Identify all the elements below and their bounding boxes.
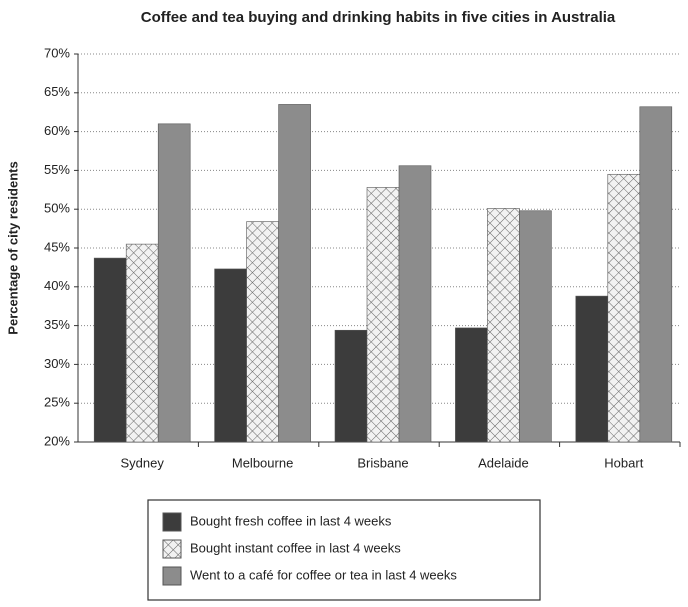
y-tick-label: 35% (44, 317, 70, 332)
bar (455, 327, 488, 443)
legend-box (147, 499, 541, 601)
bar (157, 123, 191, 443)
y-tick-label: 60% (44, 123, 70, 138)
y-axis-label: Percentage of city residents (5, 161, 20, 334)
legend-swatch (162, 512, 182, 532)
chart-title: Coffee and tea buying and drinking habit… (141, 9, 616, 26)
y-tick-label: 50% (44, 201, 70, 216)
y-tick-label: 40% (44, 278, 70, 293)
legend-label: Bought instant coffee in last 4 weeks (190, 540, 401, 555)
y-tick-label: 30% (44, 356, 70, 371)
y-tick-label: 65% (44, 84, 70, 99)
x-tick-label: Hobart (604, 455, 643, 470)
bar (93, 257, 127, 443)
legend-label: Bought fresh coffee in last 4 weeks (190, 513, 392, 528)
bar (125, 243, 159, 443)
bar (278, 104, 311, 443)
y-tick-label: 25% (44, 395, 70, 410)
bar (487, 208, 520, 443)
x-tick-label: Sydney (121, 455, 165, 470)
bar (246, 221, 279, 443)
bar (607, 173, 641, 443)
y-tick-label: 45% (44, 239, 70, 254)
y-tick-label: 55% (44, 162, 70, 177)
legend-swatch (162, 539, 182, 559)
bar (639, 106, 673, 443)
x-tick-label: Brisbane (357, 455, 408, 470)
legend-label: Went to a café for coffee or tea in last… (190, 567, 457, 582)
y-tick-label: 20% (44, 433, 70, 448)
bar (214, 268, 247, 443)
bar (519, 210, 552, 443)
bar (334, 329, 368, 443)
x-tick-label: Adelaide (478, 455, 529, 470)
bar (575, 295, 609, 443)
legend-swatch (162, 566, 182, 586)
bar (398, 165, 432, 443)
x-tick-label: Melbourne (232, 455, 293, 470)
y-tick-label: 70% (44, 45, 70, 60)
bar (366, 187, 400, 443)
